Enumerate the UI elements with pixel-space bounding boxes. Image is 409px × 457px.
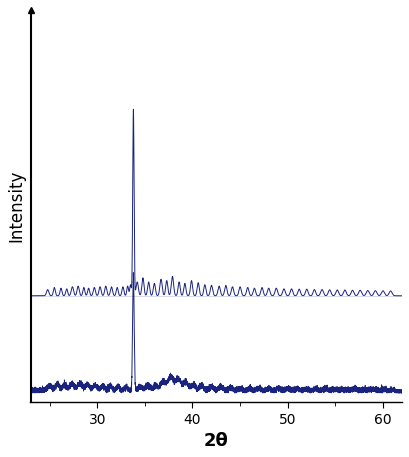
X-axis label: 2θ: 2θ [204,432,229,450]
Y-axis label: Intensity: Intensity [7,170,25,242]
